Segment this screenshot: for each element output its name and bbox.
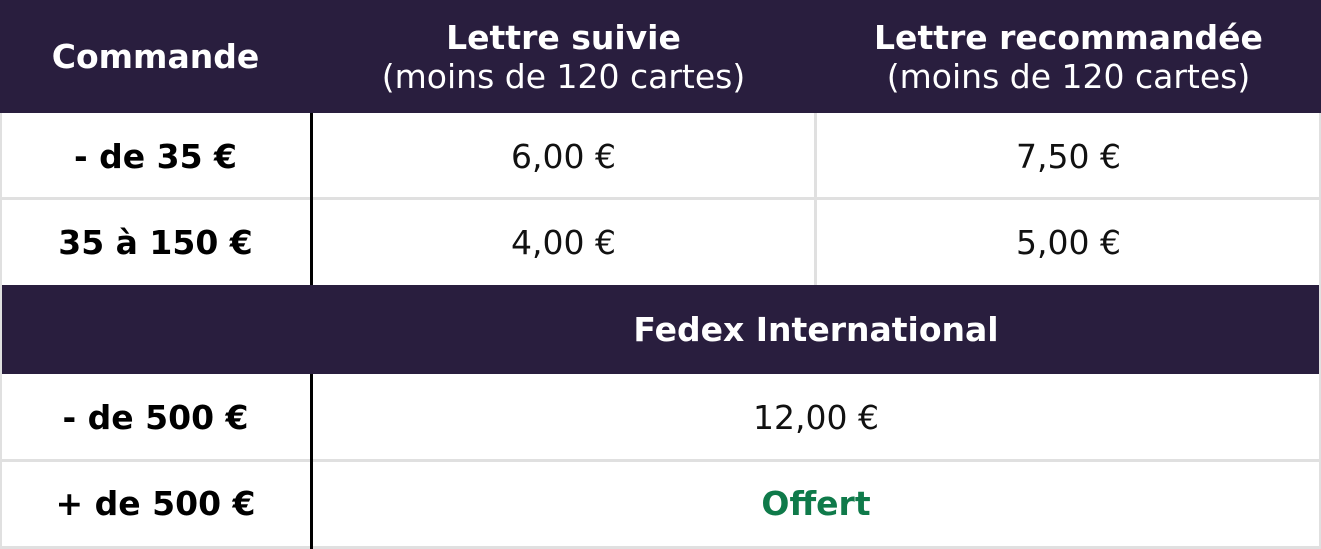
- cell-recommandee: 5,00 €: [816, 199, 1321, 285]
- international-title: Fedex International: [311, 285, 1321, 374]
- header-lettre-recommandee-title: Lettre recommandée: [874, 17, 1263, 57]
- cell-fedex-offert: Offert: [311, 461, 1321, 546]
- row-divider: [0, 459, 1321, 462]
- header-lettre-recommandee: Lettre recommandée (moins de 120 cartes): [816, 0, 1321, 113]
- header-lettre-recommandee-sub: (moins de 120 cartes): [886, 56, 1251, 96]
- header-lettre-suivie: Lettre suivie (moins de 120 cartes): [311, 0, 816, 113]
- bottom-border: [0, 546, 1321, 549]
- row-label-text: - de 35 €: [73, 136, 238, 176]
- offert-text: Offert: [761, 484, 871, 523]
- row-label: + de 500 €: [0, 461, 311, 546]
- cell-suivie-text: 6,00 €: [511, 136, 616, 176]
- international-band: [0, 285, 1321, 374]
- row-label-text: 35 à 150 €: [58, 222, 253, 262]
- cell-fedex-text: 12,00 €: [753, 397, 879, 437]
- header-row: [0, 0, 1321, 113]
- cell-suivie: 4,00 €: [311, 199, 816, 285]
- header-lettre-suivie-title: Lettre suivie: [446, 17, 681, 57]
- row-label: 35 à 150 €: [0, 199, 311, 285]
- right-border: [1319, 113, 1321, 549]
- label-column-divider: [310, 113, 313, 285]
- header-commande-label: Commande: [51, 37, 260, 76]
- cell-recommandee-text: 5,00 €: [1016, 222, 1121, 262]
- cell-fedex: 12,00 €: [311, 374, 1321, 460]
- row-divider: [0, 197, 1321, 200]
- left-border: [0, 113, 2, 549]
- label-column-divider: [310, 374, 313, 549]
- international-title-text: Fedex International: [633, 310, 999, 349]
- row-label: - de 500 €: [0, 374, 311, 460]
- cell-recommandee-text: 7,50 €: [1016, 136, 1121, 176]
- column-divider: [814, 113, 817, 285]
- row-label-text: + de 500 €: [55, 484, 256, 523]
- row-label: - de 35 €: [0, 113, 311, 199]
- header-commande: Commande: [0, 0, 311, 113]
- cell-suivie-text: 4,00 €: [511, 222, 616, 262]
- cell-suivie: 6,00 €: [311, 113, 816, 199]
- row-label-text: - de 500 €: [62, 397, 249, 437]
- cell-recommandee: 7,50 €: [816, 113, 1321, 199]
- header-lettre-suivie-sub: (moins de 120 cartes): [381, 56, 746, 96]
